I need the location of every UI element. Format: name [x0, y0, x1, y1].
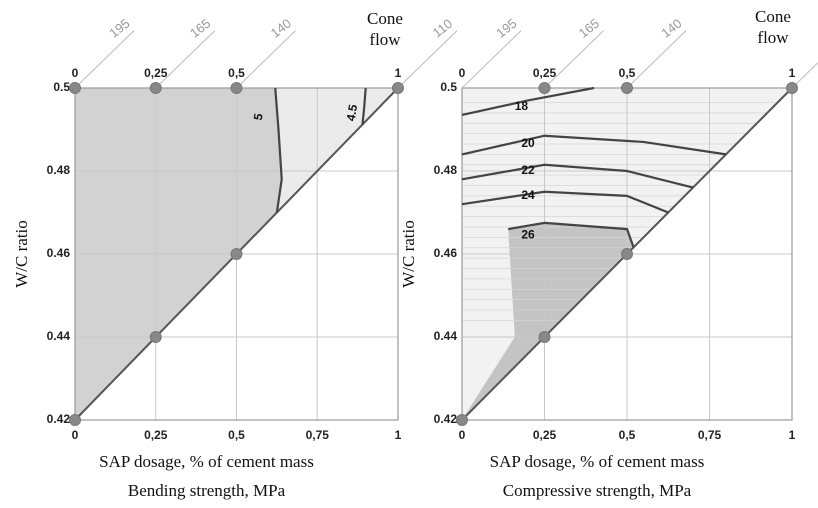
x-tick-label: 0 [72, 428, 79, 442]
x-tick-label: 1 [789, 428, 796, 442]
contour-line [361, 87, 367, 125]
x-tick-label: 0,5 [228, 428, 245, 442]
cone-flow-line [461, 30, 522, 89]
top-tick-label: 0 [72, 66, 79, 80]
cone-flow-tick: 140 [268, 16, 294, 41]
design-point [538, 82, 551, 94]
y-tick-label: 0.42 [434, 412, 458, 426]
contour-line [461, 163, 694, 189]
design-point [230, 82, 243, 94]
contour-label: 24 [521, 188, 535, 202]
top-tick-label: 0,25 [144, 66, 168, 80]
design-point [538, 331, 551, 343]
y-tick-label: 0.42 [47, 412, 71, 426]
cone-flow-tick: 165 [187, 16, 213, 41]
x-tick-label: 0,25 [144, 428, 168, 442]
y-axis-label: W/C ratio [12, 220, 31, 288]
y-tick-label: 0.44 [434, 329, 458, 343]
contour-line [461, 86, 595, 117]
shaded-region [462, 222, 634, 420]
contour-line [461, 190, 669, 214]
y-tick-label: 0.46 [47, 246, 71, 260]
y-tick-label: 0.5 [440, 80, 457, 94]
cone-flow-tick: 140 [658, 16, 684, 41]
cone-flow-tick: 195 [106, 16, 132, 41]
top-tick-label: 0 [459, 66, 466, 80]
top-tick-label: 1 [395, 66, 402, 80]
top-tick-label: 0,5 [228, 66, 245, 80]
contour-label: 4.5 [344, 103, 361, 122]
design-point [149, 82, 162, 94]
y-tick-label: 0.46 [434, 246, 458, 260]
x-tick-label: 0,5 [619, 428, 636, 442]
x-axis-label: SAP dosage, % of cement mass [99, 452, 314, 471]
y-tick-label: 0.44 [47, 329, 71, 343]
cone-flow-line [791, 62, 818, 89]
y-tick-label: 0.48 [47, 163, 71, 177]
y-tick-label: 0.5 [53, 80, 70, 94]
x-tick-label: 0,25 [533, 428, 557, 442]
caption: Compressive strength, MPa [503, 481, 692, 500]
cone-flow-tick: 165 [576, 16, 602, 41]
contour-line [461, 134, 727, 156]
cone-flow-label: Cone flow [755, 7, 791, 47]
cone-flow-tick: 195 [493, 16, 519, 41]
top-tick-label: 1 [789, 66, 796, 80]
y-tick-label: 0.48 [434, 163, 458, 177]
design-point [786, 82, 798, 94]
x-axis-label: SAP dosage, % of cement mass [490, 452, 705, 471]
cone-flow-label: Cone flow [367, 9, 403, 49]
contour-label: 20 [521, 136, 535, 150]
x-tick-label: 1 [395, 428, 402, 442]
x-tick-label: 0 [459, 428, 466, 442]
cone-flow-line [236, 30, 296, 89]
cone-flow-line [74, 30, 135, 89]
contour-line [274, 87, 283, 213]
x-tick-label: 0,75 [698, 428, 722, 442]
top-tick-label: 0,25 [533, 66, 557, 80]
y-axis-label: W/C ratio [399, 220, 418, 288]
design-point [69, 82, 81, 94]
contour-line [508, 221, 635, 248]
design-point [149, 331, 162, 343]
contour-label: 18 [515, 99, 529, 113]
design-point [456, 414, 468, 426]
cone-flow-line [155, 30, 216, 89]
contour-label: 5 [251, 112, 266, 121]
design-point [621, 82, 633, 94]
cone-flow-line [626, 30, 687, 89]
design-point [69, 414, 81, 426]
top-tick-label: 0,5 [619, 66, 636, 80]
contour-label: 22 [521, 163, 535, 177]
contour-label: 26 [521, 227, 535, 241]
design-point [230, 248, 243, 260]
caption: Bending strength, MPa [128, 481, 286, 500]
cone-flow-line [397, 30, 458, 89]
cone-flow-line [544, 30, 604, 89]
design-point [392, 82, 404, 94]
design-point [621, 248, 633, 260]
x-tick-label: 0,75 [306, 428, 330, 442]
